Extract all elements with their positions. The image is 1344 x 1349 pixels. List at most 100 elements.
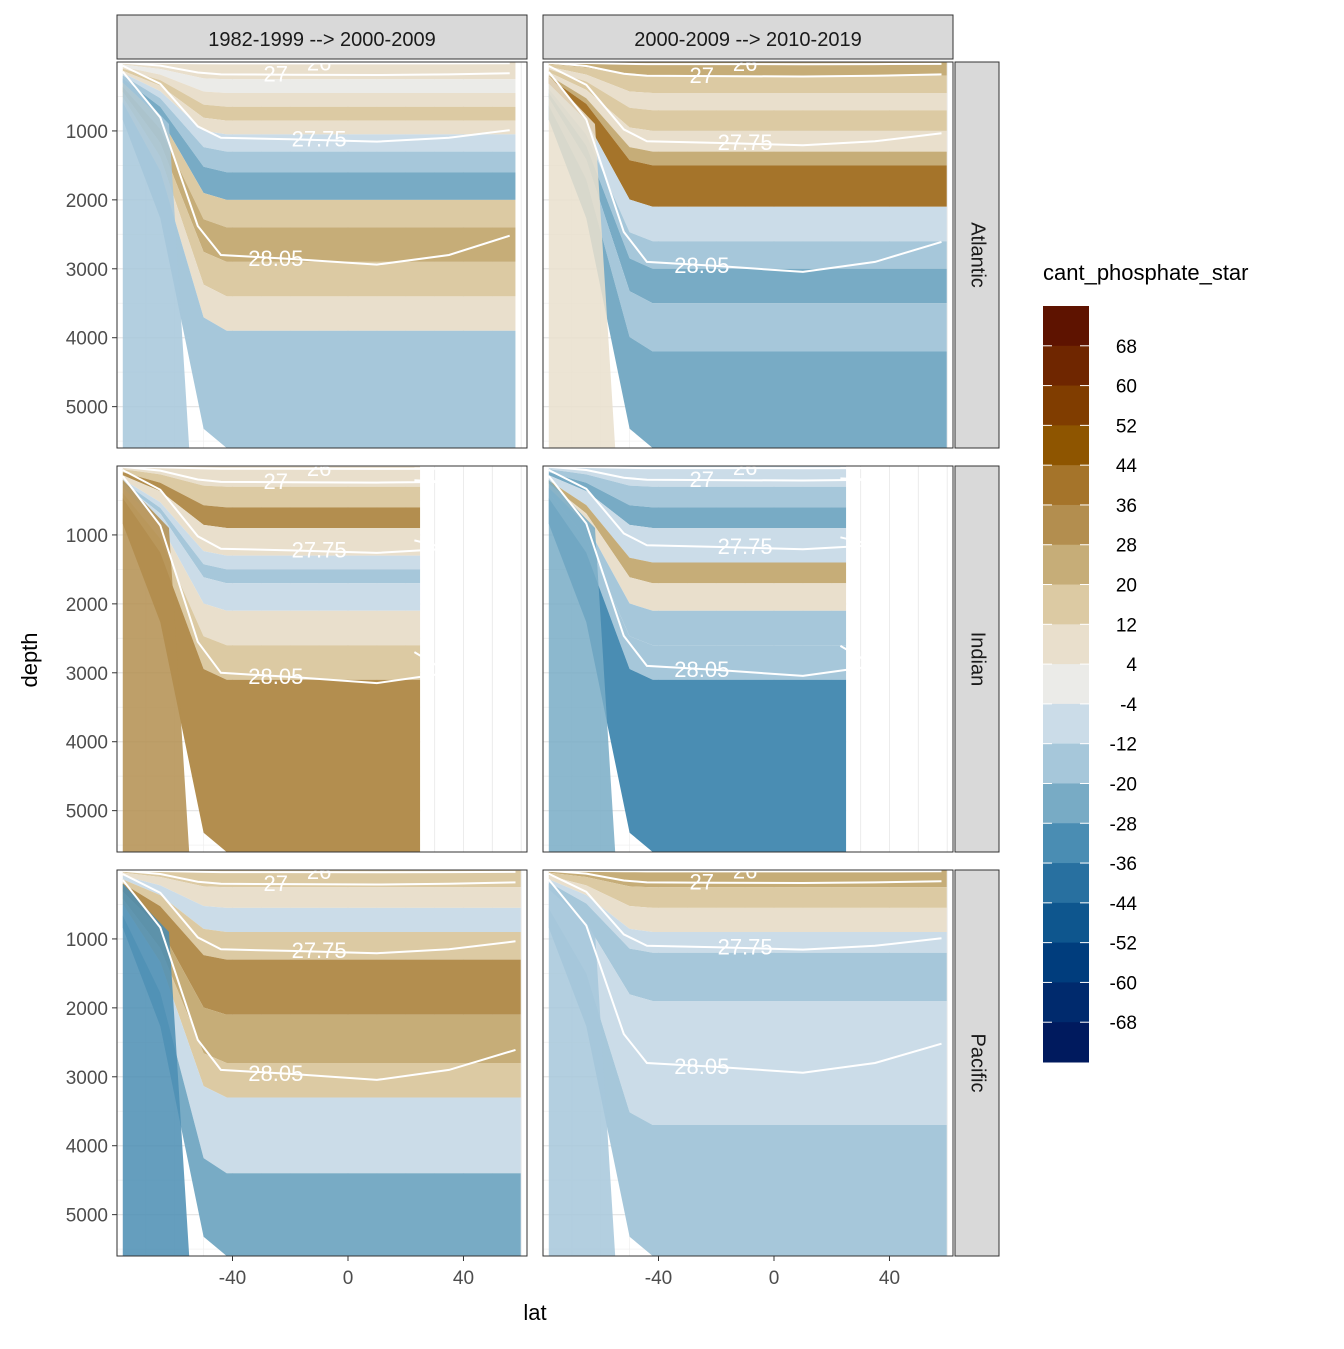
concentration-band (548, 105, 948, 448)
concentration-band (122, 97, 516, 331)
legend-swatch (1043, 942, 1089, 983)
concentration-band (122, 72, 516, 152)
concentration-band (122, 891, 522, 1063)
x-axis-title: lat (523, 1300, 546, 1325)
concentration-band (122, 479, 421, 570)
isopycnal-contour (122, 475, 452, 685)
concentration-band (548, 466, 847, 487)
concentration-band (548, 62, 948, 76)
concentration-band (122, 487, 421, 646)
concentration-band (548, 75, 948, 166)
legend-break-label: -4 (1120, 695, 1137, 716)
legend-break-label: -60 (1110, 973, 1137, 994)
no-data-region (521, 870, 527, 1256)
southern-water-mass (122, 883, 190, 1256)
contour-label: 26 (733, 858, 757, 883)
contour-label: 27 (264, 62, 288, 87)
legend-swatch (1043, 544, 1089, 586)
contour-label: 27 (264, 871, 288, 896)
y-tick-label: 3000 (66, 1068, 108, 1089)
concentration-band (122, 64, 516, 93)
no-data-region (420, 466, 527, 852)
legend-swatch (1043, 823, 1089, 864)
column-strip-label: 1982-1999 --> 2000-2009 (208, 29, 435, 51)
isopycnal-contour (122, 466, 450, 484)
legend-swatch (1043, 743, 1089, 784)
row-strip-label: Pacific (967, 1034, 989, 1093)
concentration-band (548, 93, 948, 304)
legend-swatch (1043, 385, 1089, 426)
y-axis: 1000 2000 3000 4000 5000 (66, 930, 117, 1227)
concentration-band (122, 472, 421, 528)
column-strip: 2000-2009 --> 2010-2019 (542, 14, 954, 60)
panel-border (542, 869, 954, 1257)
y-tick-label: 4000 (66, 329, 108, 350)
contour-label: 27 (690, 467, 714, 492)
y-tick-label: 5000 (66, 1206, 108, 1227)
concentration-band (548, 472, 847, 528)
contour-label: 28.05 (674, 657, 729, 682)
southern-water-mass (122, 75, 190, 448)
x-axis: -40 0 40 (645, 1256, 900, 1289)
isopycnal-contour (548, 62, 942, 66)
y-tick-label: 5000 (66, 398, 108, 419)
legend-break-label: -68 (1110, 1013, 1137, 1034)
legend-break-label: 20 (1116, 576, 1137, 597)
legend-break-label: 68 (1116, 337, 1137, 358)
row-strip-label: Atlantic (967, 222, 989, 288)
legend-swatch (1043, 982, 1089, 1023)
isopycnal-contour (548, 872, 942, 951)
panel-border (116, 61, 528, 449)
y-tick-label: 1000 (66, 930, 108, 951)
legend-break-label: 60 (1116, 377, 1137, 398)
contour-label: 27.75 (292, 537, 347, 562)
isopycnal-contour (122, 469, 450, 554)
southern-water-mass (548, 883, 616, 1256)
legend-swatch (1043, 902, 1089, 944)
legend-break-label: 36 (1116, 496, 1137, 517)
y-tick-label: 3000 (66, 664, 108, 685)
panel-border (542, 465, 954, 853)
contour-label: 26 (733, 51, 757, 76)
facet-panel: 26 27 27.75 28.05 (116, 859, 528, 1257)
concentration-band (122, 879, 522, 960)
concentration-band (548, 77, 948, 207)
row-strip-label: Indian (967, 632, 989, 687)
y-axis-title: depth (17, 632, 42, 687)
concentration-band (548, 69, 948, 131)
legend-break-label: -28 (1110, 814, 1137, 835)
concentration-band (122, 75, 516, 173)
concentration-band (122, 872, 522, 908)
no-data-region (947, 62, 953, 448)
concentration-band (122, 92, 516, 297)
isopycnal-contour (122, 870, 516, 874)
southern-water-mass (548, 479, 616, 852)
column-strip: 1982-1999 --> 2000-2009 (116, 14, 528, 60)
contour-label: 27 (264, 469, 288, 494)
panel-border (542, 61, 954, 449)
concentration-band (548, 475, 847, 563)
contour-label: 26 (307, 859, 331, 884)
x-tick-label: 0 (769, 1268, 780, 1289)
legend-break-label: 44 (1116, 456, 1138, 477)
legend-break-label: -20 (1110, 774, 1137, 795)
isopycnal-contour (548, 65, 942, 147)
row-strip: Pacific (954, 869, 1000, 1257)
concentration-band (122, 904, 522, 1174)
legend-break-label: -36 (1110, 854, 1137, 875)
contour-label: 27.75 (718, 534, 773, 559)
panel-border (116, 465, 528, 853)
concentration-band (548, 83, 948, 242)
legend-break-label: 12 (1116, 615, 1137, 636)
concentration-band (548, 469, 847, 508)
isopycnal-contour (548, 878, 942, 1074)
y-tick-label: 4000 (66, 733, 108, 754)
concentration-band (548, 480, 847, 584)
concentration-band (122, 86, 516, 262)
concentration-band (548, 882, 948, 1001)
isopycnal-contour (122, 64, 510, 143)
concentration-band (122, 469, 421, 508)
contour-label: 27.75 (292, 126, 347, 151)
y-tick-label: 2000 (66, 191, 108, 212)
color-legend: 68 60 52 44 36 28 20 12 4 -4 -12 -20 -28 -36 -44 -52 -60… (1043, 306, 1137, 1063)
